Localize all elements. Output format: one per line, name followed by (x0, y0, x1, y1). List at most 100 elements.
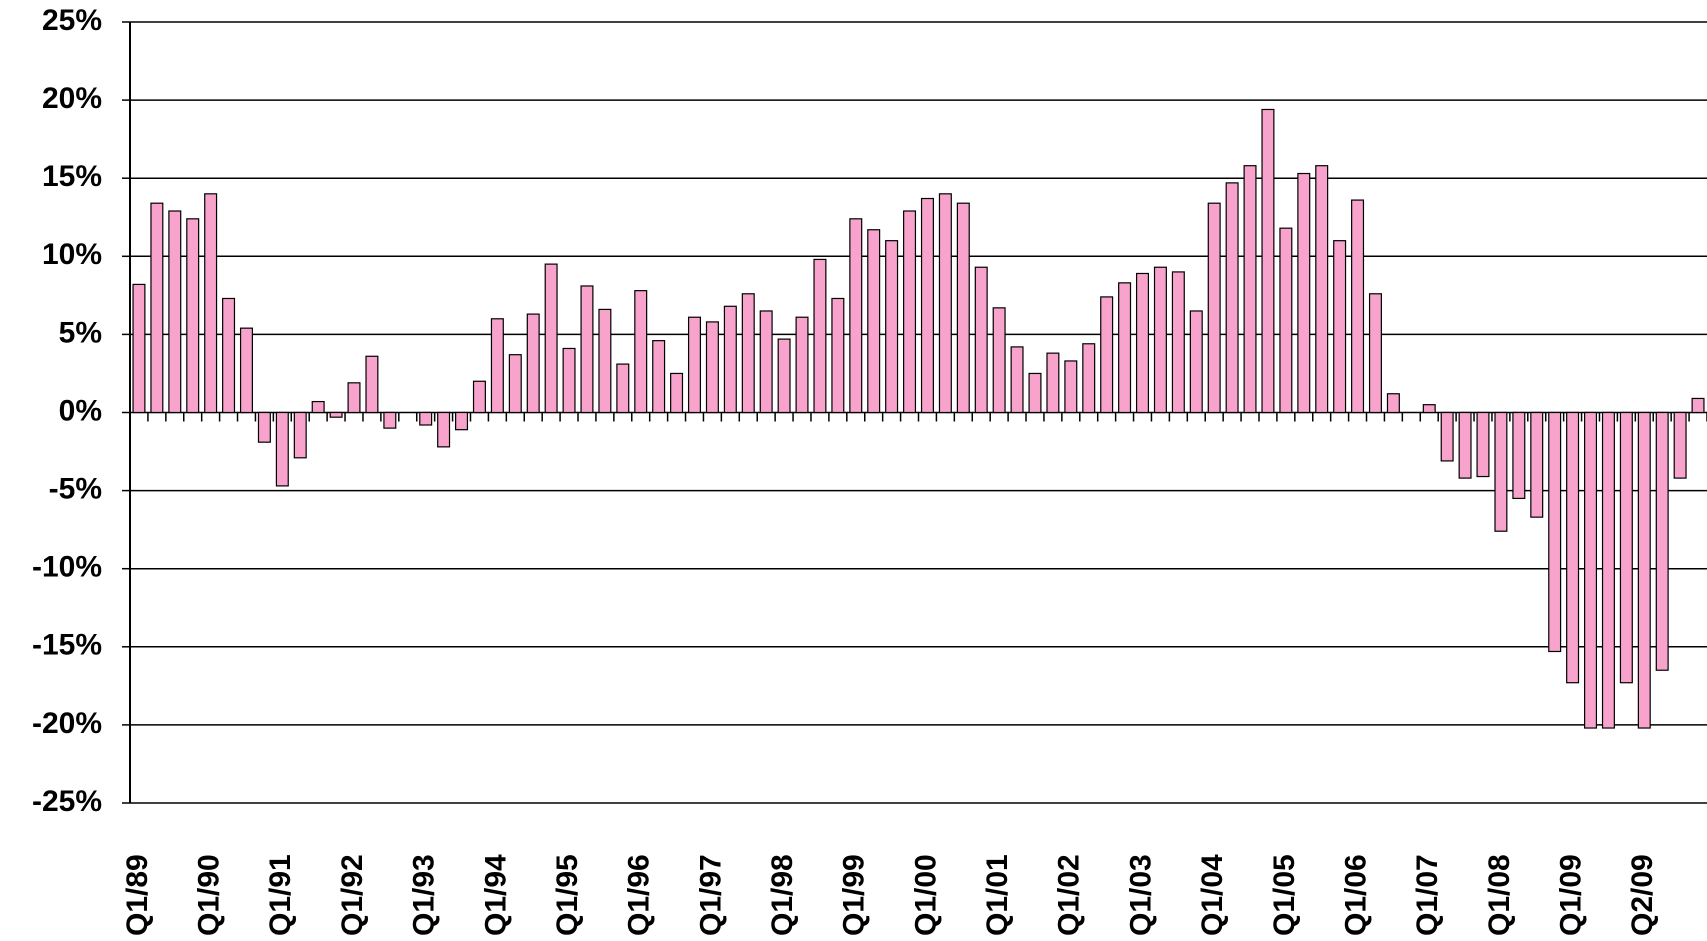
bar (383, 411, 397, 429)
bar (903, 210, 917, 414)
bar (1189, 310, 1203, 414)
bar (526, 313, 540, 414)
x-tick-label: Q1/09 (1555, 854, 1588, 936)
bar (1512, 411, 1526, 500)
x-tick-label: Q1/08 (1483, 854, 1516, 936)
bar (222, 297, 236, 414)
bar (1243, 165, 1257, 414)
bar (293, 411, 307, 459)
bar (634, 290, 648, 414)
bar (1333, 240, 1347, 414)
bar (544, 263, 558, 414)
bar (1297, 172, 1311, 414)
bar (885, 240, 899, 414)
y-tick-label: 15% (42, 160, 102, 193)
bar (168, 210, 182, 414)
y-tick-label: -10% (32, 551, 102, 584)
bar (1118, 282, 1132, 414)
bar (920, 197, 934, 414)
bar (455, 411, 469, 431)
bar (204, 193, 218, 414)
x-tick-label: Q1/89 (121, 854, 154, 936)
bar (670, 372, 684, 414)
x-tick-label: Q1/93 (408, 854, 441, 936)
bar (1440, 411, 1454, 462)
x-tick-label: Q1/01 (981, 854, 1014, 936)
bar (1566, 411, 1580, 684)
bar (1046, 352, 1060, 414)
x-tick-label: Q1/00 (909, 854, 942, 936)
y-tick-label: 0% (59, 394, 102, 427)
x-tick-label: Q1/98 (766, 854, 799, 936)
bar (419, 411, 433, 426)
bar (1135, 272, 1150, 414)
x-tick-label: Q1/04 (1196, 854, 1229, 936)
bar (992, 307, 1006, 414)
bar (795, 316, 809, 414)
bar (1207, 202, 1221, 414)
x-tick-label: Q1/97 (694, 854, 727, 936)
bar (705, 321, 719, 414)
bar (1171, 271, 1185, 414)
x-tick-label: Q1/94 (479, 854, 512, 936)
bar (1691, 397, 1705, 414)
bar (1100, 296, 1114, 414)
bar (598, 308, 612, 414)
bar (1673, 411, 1687, 479)
bar (1225, 182, 1239, 414)
y-tick-label: -25% (32, 785, 102, 818)
bar (831, 297, 845, 414)
bar (1619, 411, 1633, 684)
bar (1028, 372, 1042, 414)
bar (616, 363, 630, 414)
bar (849, 218, 863, 414)
bar (1548, 411, 1562, 653)
bar (490, 318, 504, 414)
bar (275, 411, 289, 487)
x-tick-label: Q1/06 (1339, 854, 1372, 936)
x-tick-label: Q1/90 (193, 854, 226, 936)
bar (759, 310, 773, 414)
bar (1584, 411, 1598, 729)
x-tick-label: Q1/02 (1053, 854, 1086, 936)
x-tick-label: Q1/92 (336, 854, 369, 936)
bar (186, 218, 200, 414)
bar (1422, 404, 1436, 414)
bar (1351, 199, 1365, 414)
bar (1386, 393, 1400, 414)
x-tick-label: Q1/91 (264, 854, 297, 936)
bar (777, 338, 791, 414)
bar (867, 229, 881, 414)
bar (1279, 227, 1293, 414)
bar (741, 293, 755, 414)
bar (813, 258, 827, 414)
bar (1637, 411, 1651, 729)
bar (974, 266, 988, 414)
y-tick-label: 10% (42, 238, 102, 271)
bar (508, 354, 522, 414)
bar (132, 283, 146, 414)
x-tick-label: Q2/09 (1626, 854, 1659, 936)
bar (472, 380, 486, 414)
y-tick-label: 20% (42, 82, 102, 115)
bar (1494, 411, 1508, 532)
x-tick-label: Q1/99 (838, 854, 871, 936)
x-tick-label: Q1/05 (1268, 854, 1301, 936)
bar (723, 305, 737, 414)
bar (365, 355, 379, 414)
bar (652, 340, 666, 414)
bar (150, 202, 164, 414)
bar (257, 411, 271, 443)
y-tick-label: -20% (32, 707, 102, 740)
y-tick-label: 5% (59, 316, 102, 349)
bar (1458, 411, 1472, 479)
bar (687, 316, 702, 414)
bar (437, 411, 451, 448)
bar (1010, 346, 1024, 414)
bar (580, 285, 594, 414)
bar (1315, 165, 1329, 414)
y-tick-label: -5% (49, 473, 102, 506)
x-tick-label: Q1/03 (1124, 854, 1157, 936)
bar (347, 382, 361, 414)
